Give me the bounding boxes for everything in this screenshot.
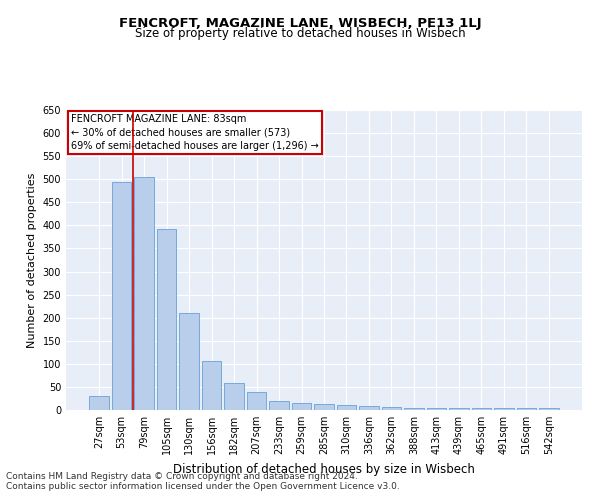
Bar [517,408,536,410]
Text: Size of property relative to detached houses in Wisbech: Size of property relative to detached ho… [134,28,466,40]
Text: Contains HM Land Registry data © Crown copyright and database right 2024.: Contains HM Land Registry data © Crown c… [6,472,358,481]
Bar [112,182,131,410]
Bar [134,177,154,410]
Bar [382,407,401,410]
Bar [337,405,356,410]
Bar [89,396,109,410]
Bar [427,408,446,410]
Text: Contains public sector information licensed under the Open Government Licence v3: Contains public sector information licen… [6,482,400,491]
Bar [359,406,379,410]
Bar [269,401,289,410]
X-axis label: Distribution of detached houses by size in Wisbech: Distribution of detached houses by size … [173,462,475,475]
Bar [157,228,176,410]
Bar [539,408,559,410]
Bar [202,360,221,410]
Bar [247,392,266,410]
Y-axis label: Number of detached properties: Number of detached properties [27,172,37,348]
Text: FENCROFT MAGAZINE LANE: 83sqm
← 30% of detached houses are smaller (573)
69% of : FENCROFT MAGAZINE LANE: 83sqm ← 30% of d… [71,114,319,151]
Bar [224,383,244,410]
Text: FENCROFT, MAGAZINE LANE, WISBECH, PE13 1LJ: FENCROFT, MAGAZINE LANE, WISBECH, PE13 1… [119,18,481,30]
Bar [179,313,199,410]
Bar [314,404,334,410]
Bar [494,408,514,410]
Bar [404,408,424,410]
Bar [292,403,311,410]
Bar [449,408,469,410]
Bar [472,408,491,410]
